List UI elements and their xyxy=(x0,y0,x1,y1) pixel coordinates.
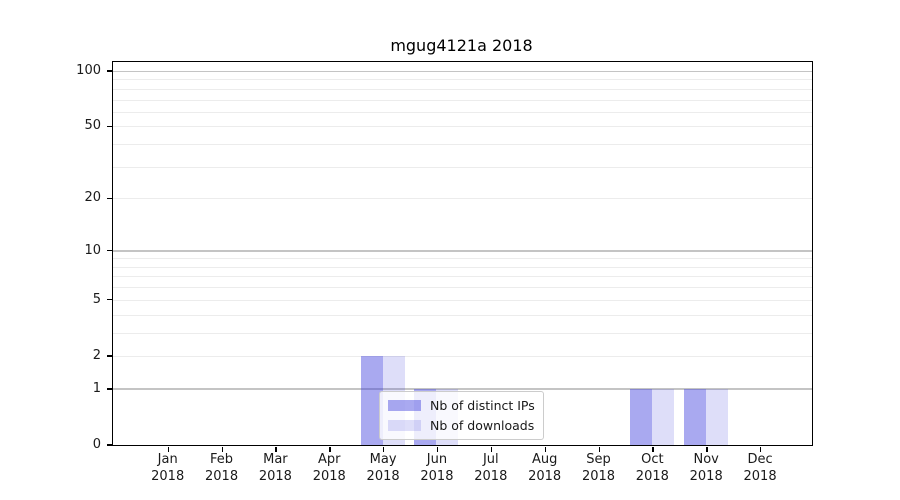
x-tick-mark xyxy=(544,447,547,452)
gridline-major xyxy=(113,250,812,252)
x-tick-label: Sep 2018 xyxy=(567,452,631,485)
y-tick-mark xyxy=(107,70,113,72)
gridline-minor xyxy=(113,299,812,301)
x-tick-month: Jun xyxy=(426,452,448,467)
plot-area: Nb of distinct IPs Nb of downloads xyxy=(112,61,813,446)
x-tick-month: Sep xyxy=(586,452,611,467)
x-tick-year: 2018 xyxy=(635,468,669,484)
x-tick-month: Jul xyxy=(482,452,499,467)
x-tick-mark xyxy=(706,447,708,452)
gridline-minor xyxy=(113,332,812,334)
x-tick-month: Nov xyxy=(693,452,719,467)
y-tick-label: 20 xyxy=(84,190,101,206)
y-tick-label: 1 xyxy=(92,380,101,396)
gridline-minor xyxy=(113,99,812,101)
y-tick-label: 0 xyxy=(92,437,101,452)
gridline-minor xyxy=(113,126,812,128)
legend-label: Nb of downloads xyxy=(430,418,535,433)
x-tick-label: Jul 2018 xyxy=(459,452,523,485)
x-tick-mark xyxy=(436,447,439,452)
legend-swatch-icon xyxy=(388,420,421,431)
y-tick-label: 10 xyxy=(84,242,101,258)
gridline-minor xyxy=(113,355,812,357)
legend: Nb of distinct IPs Nb of downloads xyxy=(379,391,544,440)
x-tick-month: May xyxy=(369,452,397,467)
x-tick-month: Oct xyxy=(641,452,664,467)
x-tick-month: Dec xyxy=(747,452,773,467)
bar-distinct-ips xyxy=(629,388,652,445)
x-tick-month: Apr xyxy=(318,452,341,467)
gridline-minor xyxy=(113,276,812,278)
x-tick-year: 2018 xyxy=(312,468,346,484)
gridline-minor xyxy=(113,287,812,289)
y-tick-mark xyxy=(107,444,113,446)
x-tick-mark xyxy=(598,447,600,452)
gridline-minor xyxy=(113,144,812,146)
x-tick-label: Oct 2018 xyxy=(620,452,684,485)
x-tick-label: May 2018 xyxy=(351,452,415,485)
x-tick-year: 2018 xyxy=(420,468,454,484)
x-tick-mark xyxy=(652,447,654,452)
y-tick-mark xyxy=(107,388,113,390)
bar-distinct-ips xyxy=(683,388,706,445)
gridline-minor xyxy=(113,79,812,81)
x-tick-mark xyxy=(167,447,170,452)
gridline-major xyxy=(113,388,812,391)
x-tick-label: Feb 2018 xyxy=(190,452,254,485)
x-tick-month: Aug xyxy=(531,452,558,467)
x-tick-year: 2018 xyxy=(528,468,562,484)
x-tick-label: Jun 2018 xyxy=(405,452,469,485)
x-tick-mark xyxy=(221,447,223,452)
y-tick-label: 50 xyxy=(84,118,101,134)
gridline-major xyxy=(113,70,812,73)
gridline-minor xyxy=(113,266,812,268)
y-tick-label: 2 xyxy=(92,347,101,363)
bar-distinct-ips xyxy=(360,355,383,445)
legend-entry: Nb of distinct IPs xyxy=(388,397,535,414)
bar-downloads xyxy=(651,388,674,445)
chart-title: mgug4121a 2018 xyxy=(390,36,533,55)
y-tick-mark xyxy=(107,249,113,252)
x-tick-year: 2018 xyxy=(474,468,508,484)
x-tick-label: Mar 2018 xyxy=(243,452,307,485)
x-tick-month: Feb xyxy=(210,452,234,467)
x-tick-mark xyxy=(275,447,277,452)
x-tick-label: Dec 2018 xyxy=(728,452,792,485)
y-tick-label: 5 xyxy=(92,291,101,307)
x-tick-year: 2018 xyxy=(743,468,777,484)
x-tick-label: Aug 2018 xyxy=(513,452,577,485)
x-tick-mark xyxy=(383,447,385,452)
gridline-minor xyxy=(113,166,812,168)
x-tick-year: 2018 xyxy=(366,468,400,484)
y-tick-mark xyxy=(107,125,113,128)
gridline-minor xyxy=(113,314,812,316)
gridline-minor xyxy=(113,198,812,200)
x-tick-month: Jan xyxy=(157,452,178,467)
x-tick-month: Mar xyxy=(263,452,288,467)
x-tick-year: 2018 xyxy=(151,468,185,484)
x-tick-label: Nov 2018 xyxy=(674,452,738,485)
x-tick-year: 2018 xyxy=(581,468,616,484)
gridline-minor xyxy=(113,111,812,113)
x-tick-label: Apr 2018 xyxy=(297,452,361,485)
bar-downloads xyxy=(705,388,728,445)
x-tick-label: Jan 2018 xyxy=(136,452,200,485)
gridline-minor xyxy=(113,88,812,90)
x-tick-mark xyxy=(760,447,762,452)
legend-swatch-icon xyxy=(388,400,421,411)
gridline-minor xyxy=(113,258,812,260)
legend-label: Nb of distinct IPs xyxy=(430,398,535,413)
x-tick-mark xyxy=(329,447,331,452)
x-tick-year: 2018 xyxy=(689,468,723,484)
x-tick-mark xyxy=(490,447,493,452)
y-tick-mark xyxy=(107,299,113,301)
y-tick-mark xyxy=(107,197,113,199)
y-tick-mark xyxy=(107,355,113,357)
x-tick-year: 2018 xyxy=(258,468,292,484)
y-tick-label: 100 xyxy=(76,62,101,78)
x-tick-year: 2018 xyxy=(205,468,239,484)
legend-entry: Nb of downloads xyxy=(388,417,535,434)
